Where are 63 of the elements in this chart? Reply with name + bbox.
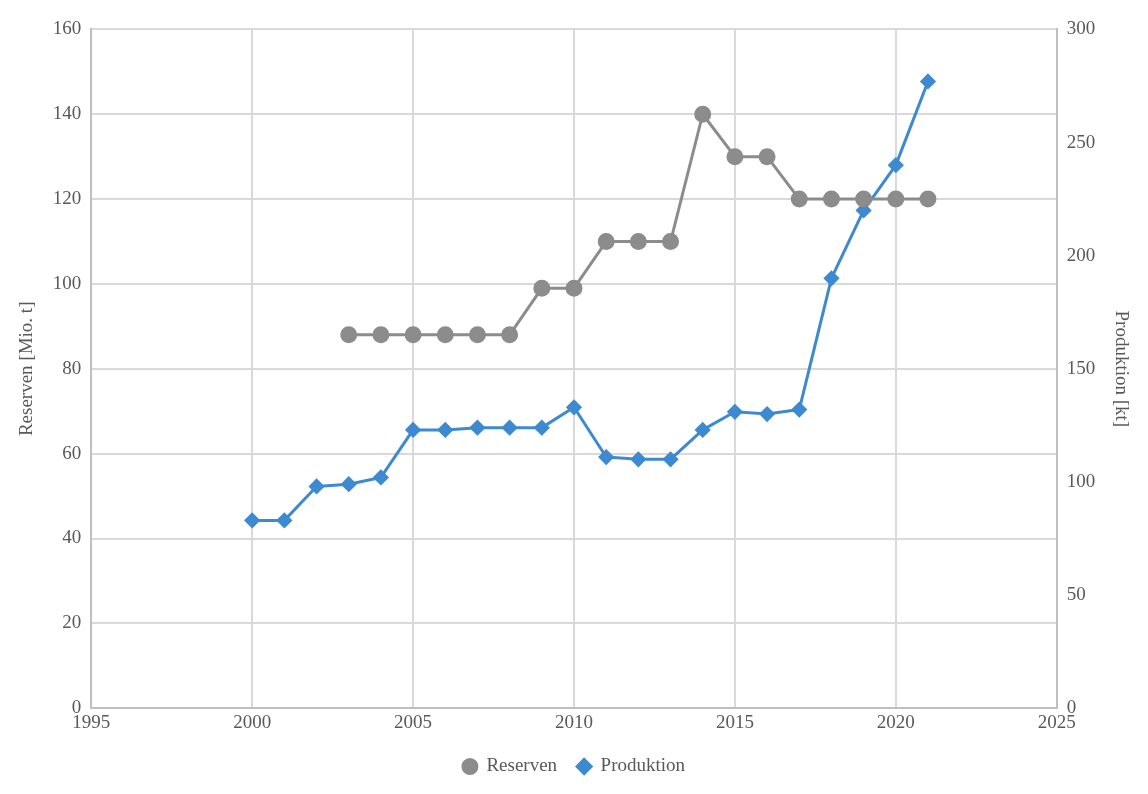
point bbox=[437, 422, 453, 438]
y2-tick-label: 250 bbox=[1066, 130, 1096, 152]
x-tick-label: 2010 bbox=[555, 710, 593, 732]
y-tick-label: 140 bbox=[52, 102, 82, 124]
point bbox=[822, 190, 840, 208]
point bbox=[565, 279, 583, 297]
point bbox=[790, 190, 808, 208]
point bbox=[502, 420, 518, 436]
x-tick-label: 2005 bbox=[394, 710, 433, 732]
point bbox=[662, 233, 680, 251]
y2-tick-label: 50 bbox=[1066, 583, 1086, 605]
point bbox=[759, 406, 775, 422]
point bbox=[404, 326, 422, 344]
point bbox=[372, 326, 390, 344]
point bbox=[436, 326, 454, 344]
point bbox=[726, 148, 744, 166]
y-tick-label: 120 bbox=[52, 187, 82, 209]
point bbox=[469, 420, 485, 436]
y-tick-label: 20 bbox=[62, 611, 82, 633]
point bbox=[855, 190, 873, 208]
point bbox=[533, 279, 551, 297]
point bbox=[276, 512, 292, 528]
point bbox=[373, 469, 389, 485]
x-tick-label: 2000 bbox=[233, 710, 272, 732]
y2-tick-label: 200 bbox=[1066, 243, 1096, 265]
point bbox=[791, 402, 807, 418]
point bbox=[694, 105, 712, 123]
y-axis-title: Reserven [Mio. t] bbox=[15, 301, 37, 437]
point bbox=[566, 399, 582, 415]
point bbox=[887, 190, 905, 208]
point bbox=[629, 233, 647, 251]
y-tick-label: 60 bbox=[62, 441, 82, 463]
point bbox=[340, 326, 358, 344]
y-tick-label: 40 bbox=[62, 526, 82, 548]
x-tick-label: 2020 bbox=[876, 710, 915, 732]
point bbox=[598, 449, 614, 465]
y2-tick-label: 150 bbox=[1066, 356, 1096, 378]
point bbox=[727, 404, 743, 420]
point bbox=[695, 422, 711, 438]
point bbox=[630, 451, 646, 467]
y-tick-label: 100 bbox=[52, 271, 82, 293]
y2-tick-label: 100 bbox=[1066, 469, 1096, 491]
point bbox=[597, 233, 615, 251]
legend-label: Produktion bbox=[600, 754, 686, 776]
y-tick-label: 80 bbox=[62, 356, 82, 378]
point bbox=[663, 451, 679, 467]
point bbox=[888, 157, 904, 173]
x-tick-label: 2015 bbox=[715, 710, 754, 732]
point bbox=[341, 476, 357, 492]
point bbox=[534, 420, 550, 436]
y-tick-label: 160 bbox=[52, 17, 82, 39]
y2-axis-title: Produktion [kt] bbox=[1111, 310, 1133, 428]
point bbox=[405, 422, 421, 438]
point bbox=[823, 270, 839, 286]
legend-label: Reserven bbox=[486, 754, 558, 776]
point bbox=[244, 512, 260, 528]
point bbox=[468, 326, 486, 344]
y2-tick-label: 300 bbox=[1066, 17, 1096, 39]
point bbox=[920, 73, 936, 89]
point bbox=[919, 190, 937, 208]
point bbox=[309, 478, 325, 494]
point bbox=[758, 148, 776, 166]
point bbox=[501, 326, 519, 344]
